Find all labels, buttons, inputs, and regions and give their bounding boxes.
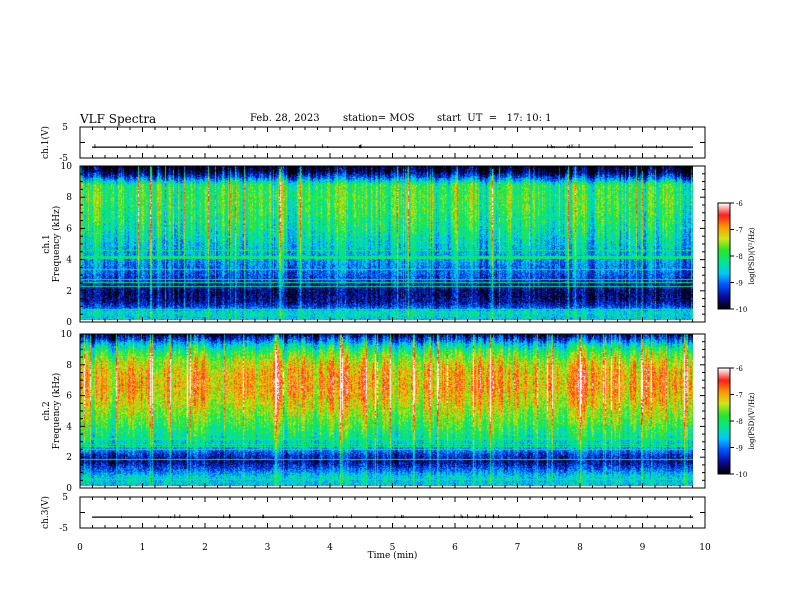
ch1-spectrogram-image [80,166,693,320]
colorbar-tick-label: -7 [736,392,743,400]
x-tick-label: 0 [77,543,83,553]
ch2-colorbar-image [718,368,730,474]
colorbar-tick-label: -6 [736,200,743,208]
x-tick-label: 6 [452,543,458,553]
x-tick-label: 5 [390,543,396,553]
x-tick-label: 2 [202,543,208,553]
x-tick-label: 7 [515,543,521,553]
colorbar-tick-label: -8 [736,418,743,426]
ch1_spectrogram-frame [79,165,706,323]
y-tick-label: 2 [66,287,72,297]
y-tick-label: 6 [66,224,72,234]
y-axis-label: ch.3(V) [40,496,51,529]
y-tick-label: 5 [62,493,68,503]
colorbar-tick-label: -8 [736,253,743,261]
colorbar-tick-label: -10 [736,471,747,479]
ch2_spectrogram-frame [79,333,706,489]
date-label: Feb. 28, 2023 [250,113,320,124]
y-axis-label: ch.1(V) [40,126,51,159]
y-axis-label: Frequency (kHz) [51,206,62,283]
y-tick-label: 4 [66,256,72,266]
ch2_spectrogram-colorbar-frame [717,367,731,475]
y-tick-label: 8 [66,361,72,371]
y-tick-label: 8 [66,193,72,203]
x-tick-label: 1 [140,543,146,553]
y-tick-label: 2 [66,453,72,463]
colorbar-tick-label: -7 [736,227,743,235]
y-tick-label: 0 [66,318,72,328]
channel-label: ch.2 [42,401,52,420]
figure-title: VLF Spectra [80,112,157,126]
ch1_spectrogram-colorbar-frame [717,202,731,310]
y-tick-label: 6 [66,392,72,402]
x-tick-label: 9 [640,543,646,553]
y-axis-label: Frequency (kHz) [51,373,62,450]
ch1-colorbar-image [718,203,730,309]
y-tick-label: 0 [66,484,72,494]
x-tick-label: 8 [577,543,583,553]
x-axis-label: Time (min) [368,550,418,561]
colorbar-label: log(PSD)(V²/Hz) [748,392,756,449]
y-tick-label: 10 [61,330,73,340]
colorbar-tick-label: -6 [736,365,743,373]
y-tick-label: 5 [62,123,68,133]
y-tick-label: -5 [59,524,68,534]
colorbar-tick-label: -9 [736,280,743,288]
y-tick-label: 10 [61,162,73,172]
x-tick-label: 3 [265,543,271,553]
station-label: station= MOS [343,113,415,124]
y-tick-label: -5 [59,154,68,164]
channel-label: ch.1 [42,234,52,253]
x-tick-label: 10 [699,543,711,553]
y-tick-label: 4 [66,422,72,432]
ch2-spectrogram-image [80,334,693,486]
start-ut-label: start UT = 17: 10: 1 [437,113,552,124]
x-tick-label: 4 [327,543,333,553]
colorbar-tick-label: -10 [736,306,747,314]
colorbar-label: log(PSD)(V²/Hz) [748,227,756,284]
colorbar-tick-label: -9 [736,445,743,453]
